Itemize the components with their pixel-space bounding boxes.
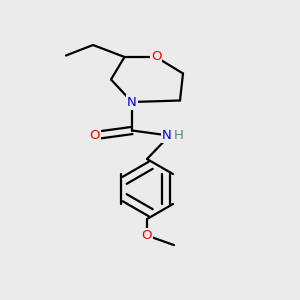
Text: H: H: [174, 129, 183, 142]
Text: O: O: [151, 50, 161, 64]
Text: O: O: [89, 129, 100, 142]
Text: N: N: [162, 129, 172, 142]
Text: O: O: [142, 229, 152, 242]
Text: N: N: [127, 95, 137, 109]
